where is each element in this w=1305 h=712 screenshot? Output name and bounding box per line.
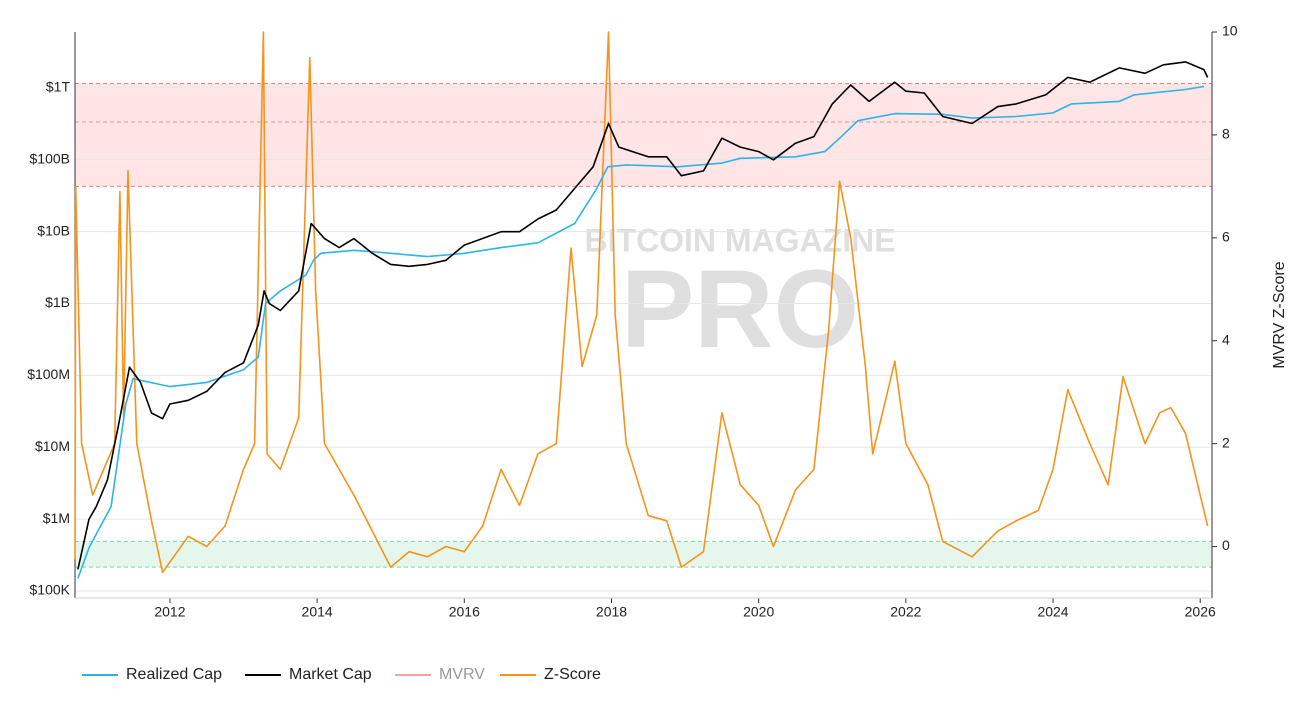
y2-tick-label: 10: [1222, 23, 1238, 39]
y2-tick-label: 6: [1222, 229, 1230, 245]
watermark-top: BITCOIN MAGAZINE: [584, 222, 895, 258]
x-tick-label: 2020: [743, 604, 774, 620]
series-line: [77, 61, 1209, 570]
y-tick-label: $100M: [27, 366, 70, 382]
x-tick-label: 2024: [1037, 604, 1068, 620]
x-tick-label: 2022: [890, 604, 921, 620]
zone-band: [75, 83, 1212, 187]
zone-band: [75, 541, 1212, 568]
y2-tick-label: 8: [1222, 126, 1230, 142]
y2-tick-label: 0: [1222, 537, 1230, 553]
series-line: [74, 31, 1209, 574]
y-tick-label: $1T: [46, 79, 71, 95]
x-tick-label: 2012: [154, 604, 185, 620]
y2-tick-label: 2: [1222, 434, 1230, 450]
y2-axis-title: MVRV Z-Score: [1271, 261, 1288, 368]
x-tick-label: 2016: [449, 604, 480, 620]
y-tick-label: $100B: [30, 151, 70, 167]
x-tick-label: 2018: [596, 604, 627, 620]
watermark-bottom: PRO: [621, 248, 859, 371]
y-tick-label: $1M: [43, 510, 70, 526]
legend-label[interactable]: MVRV: [439, 666, 485, 683]
y-tick-label: $10B: [37, 222, 70, 238]
series-line: [77, 85, 1205, 579]
x-tick-label: 2014: [302, 604, 333, 620]
legend-label[interactable]: Market Cap: [289, 666, 372, 683]
legend-label[interactable]: Realized Cap: [126, 666, 222, 683]
legend-label[interactable]: Z-Score: [544, 666, 601, 683]
y-tick-label: $100K: [30, 582, 71, 598]
y2-tick-label: 4: [1222, 331, 1230, 347]
watermark: BITCOIN MAGAZINE PRO: [584, 222, 895, 371]
y-tick-label: $10M: [35, 438, 70, 454]
x-tick-label: 2026: [1185, 604, 1216, 620]
y-tick-label: $1B: [45, 294, 70, 310]
